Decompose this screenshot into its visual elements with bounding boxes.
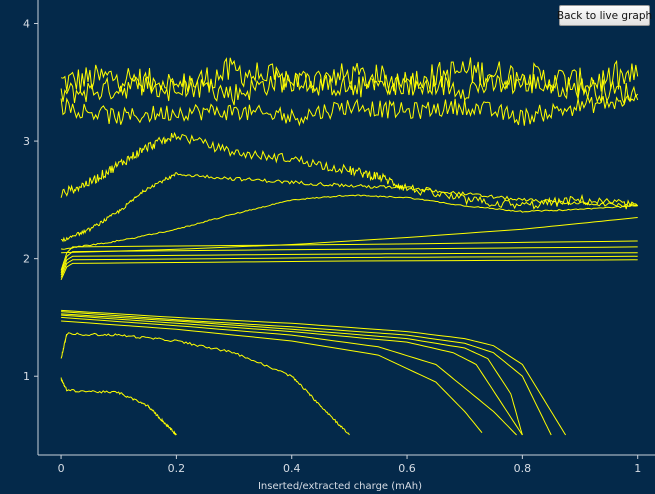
series-line-18 [61,320,483,434]
x-tick-label: 0.4 [283,462,301,475]
series-line-3 [60,93,639,127]
series-line-6 [60,194,638,250]
back-to-live-graph-button[interactable]: Back to live graph [557,5,652,26]
y-tick-label: 2 [23,253,30,266]
series-line-8 [60,240,638,271]
series-line-13 [61,309,567,436]
series-line-9 [60,246,638,273]
series-layer [60,57,639,436]
series-line-7 [61,217,638,254]
y-tick-label: 3 [23,135,30,148]
series-line-1 [60,57,639,102]
series-line-10 [60,252,638,276]
x-axis-title: Inserted/extracted charge (mAh) [258,481,422,492]
y-tick-label: 1 [23,370,30,383]
tick-layer: 0 0.2 0.4 0.6 0.8 1 1 2 3 4 [23,18,641,475]
series-line-19 [60,332,350,436]
series-line-20 [60,377,177,436]
series-line-11 [60,255,638,278]
series-line-2 [60,70,639,106]
y-tick-label: 4 [23,18,30,31]
series-line-16 [61,314,523,436]
series-line-4 [60,131,639,210]
series-line-5 [61,172,638,243]
series-line-12 [60,259,638,281]
x-tick-label: 0.2 [168,462,186,475]
x-tick-label: 0.8 [514,462,532,475]
x-tick-label: 0 [58,462,65,475]
series-line-15 [61,313,523,436]
series-line-17 [61,316,517,436]
x-tick-label: 0.6 [398,462,416,475]
x-tick-label: 1 [634,462,641,475]
series-line-14 [61,311,552,436]
